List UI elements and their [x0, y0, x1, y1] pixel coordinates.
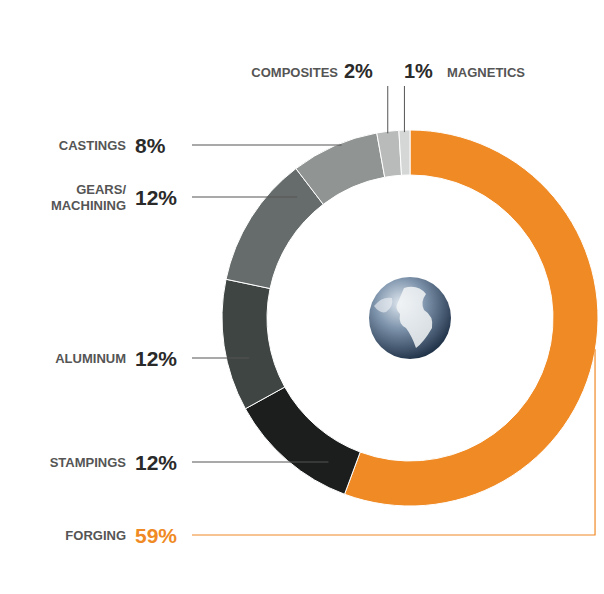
chart: FORGING 59% STAMPINGS 12% ALUMINUM 12% GEARS/M… [0, 0, 604, 594]
leader-line [387, 86, 388, 133]
donut-slice [245, 387, 360, 494]
value-label: 1% [404, 60, 433, 82]
donut-slice [399, 130, 410, 175]
donut-slice [296, 133, 385, 204]
leader-line [192, 357, 249, 358]
value-label: 12% [135, 347, 177, 370]
value-label: 8% [135, 134, 166, 157]
donut-slice [377, 130, 402, 177]
leader-line [192, 196, 297, 197]
value-label: 12% [135, 186, 177, 209]
value-label: 12% [135, 451, 177, 474]
leader-line [192, 349, 595, 535]
category-label: STAMPINGS [50, 455, 127, 470]
category-label: MAGNETICS [447, 65, 525, 80]
labels: FORGING 59% STAMPINGS 12% ALUMINUM 12% GEARS/M… [50, 60, 595, 547]
value-label: 2% [344, 60, 373, 82]
category-label: COMPOSITES [251, 65, 338, 80]
donut-ring [222, 130, 598, 506]
chart-container: FORGING 59% STAMPINGS 12% ALUMINUM 12% GEARS/M… [0, 0, 604, 594]
value-label: 59% [135, 524, 177, 547]
category-label: GEARS/MACHINING [51, 182, 126, 213]
leader-line [192, 461, 328, 462]
category-label: CASTINGS [59, 138, 127, 153]
globe [369, 277, 451, 359]
leader-line [404, 86, 405, 132]
leader-line [192, 144, 342, 145]
category-label: ALUMINUM [55, 351, 126, 366]
category-label: FORGING [65, 528, 126, 543]
donut-slice [345, 130, 598, 506]
donut-slice [226, 169, 323, 289]
donut-slice [222, 279, 285, 408]
